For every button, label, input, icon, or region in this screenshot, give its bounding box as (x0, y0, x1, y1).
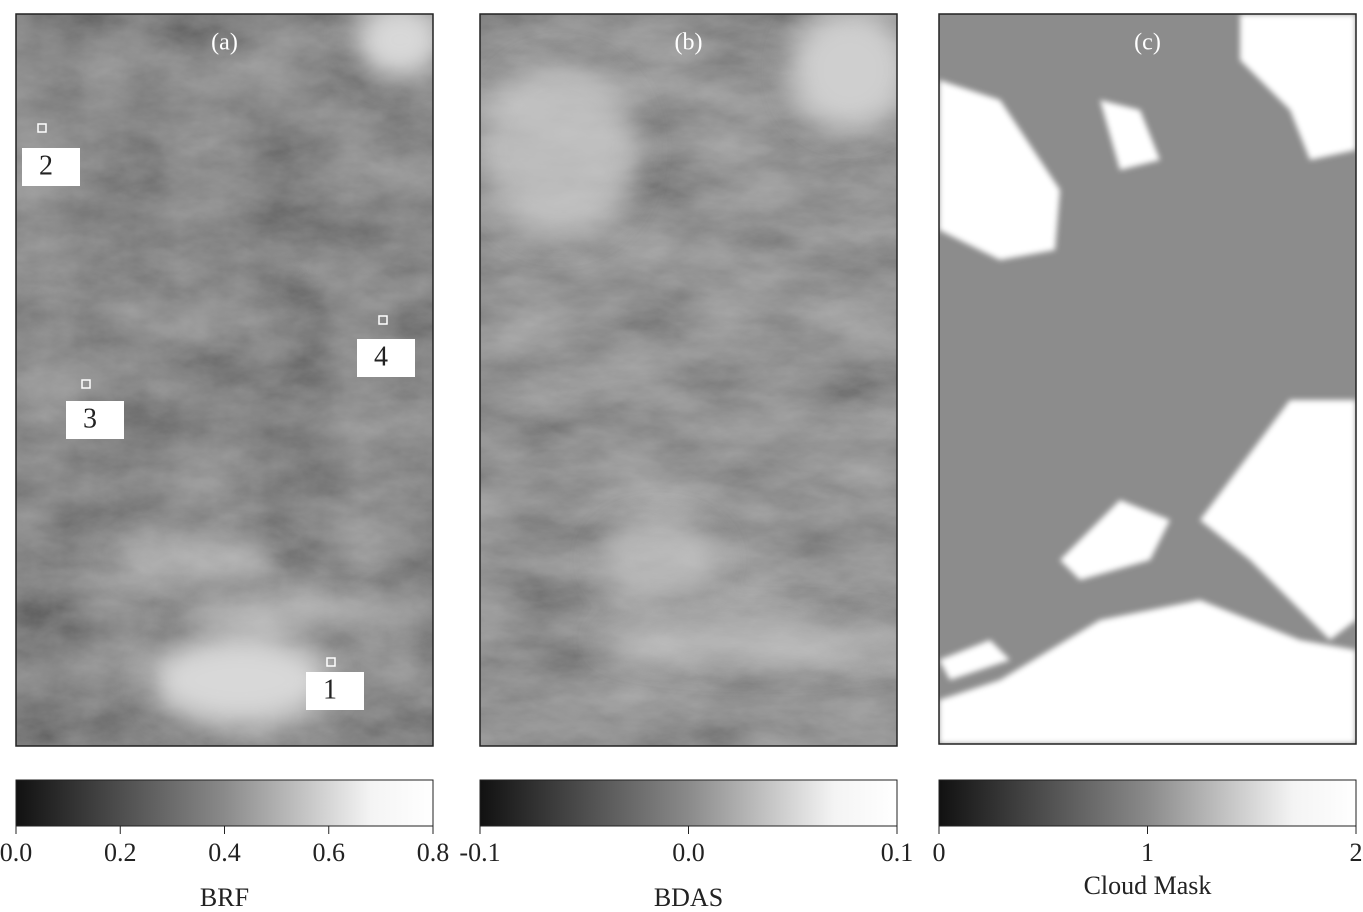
colorbar-tick-label: 0.4 (208, 838, 241, 867)
image-bdas (480, 10, 920, 746)
colorbar-tick-label: 0.0 (0, 838, 32, 867)
colorbar-tick-label: 0.8 (417, 838, 450, 867)
colorbar-tick-label: 0 (933, 838, 946, 867)
image-cloud-mask (939, 14, 1356, 744)
panel-label: (a) (211, 30, 238, 56)
colorbar-tick-label: 0.2 (104, 838, 137, 867)
colorbar-label: BRF (200, 883, 249, 912)
colorbar-label: BDAS (654, 883, 723, 912)
colorbar-tick-label: 2 (1350, 838, 1363, 867)
colorbar (939, 780, 1356, 826)
colorbar-tick-label: 1 (1141, 838, 1154, 867)
colorbar (16, 780, 433, 826)
colorbar-label: Cloud Mask (1084, 871, 1212, 900)
site-label: 4 (374, 341, 388, 372)
colorbar (480, 780, 897, 826)
colorbar-tick-label: 0.0 (672, 838, 705, 867)
panel-label: (c) (1134, 30, 1161, 56)
colorbar-tick-label: 0.1 (881, 838, 914, 867)
colorbar-tick-label: -0.1 (459, 838, 500, 867)
colorbar-tick-label: 0.6 (313, 838, 346, 867)
panel-label: (b) (675, 30, 703, 56)
site-label: 1 (323, 674, 337, 705)
site-label: 2 (39, 150, 53, 181)
site-label: 3 (83, 403, 97, 434)
figure: (a) 2 3 4 1 0.0 0.2 0.4 0.6 0.8 BRF (b) -0.1 0.0 0.1 BD… (0, 0, 1363, 912)
